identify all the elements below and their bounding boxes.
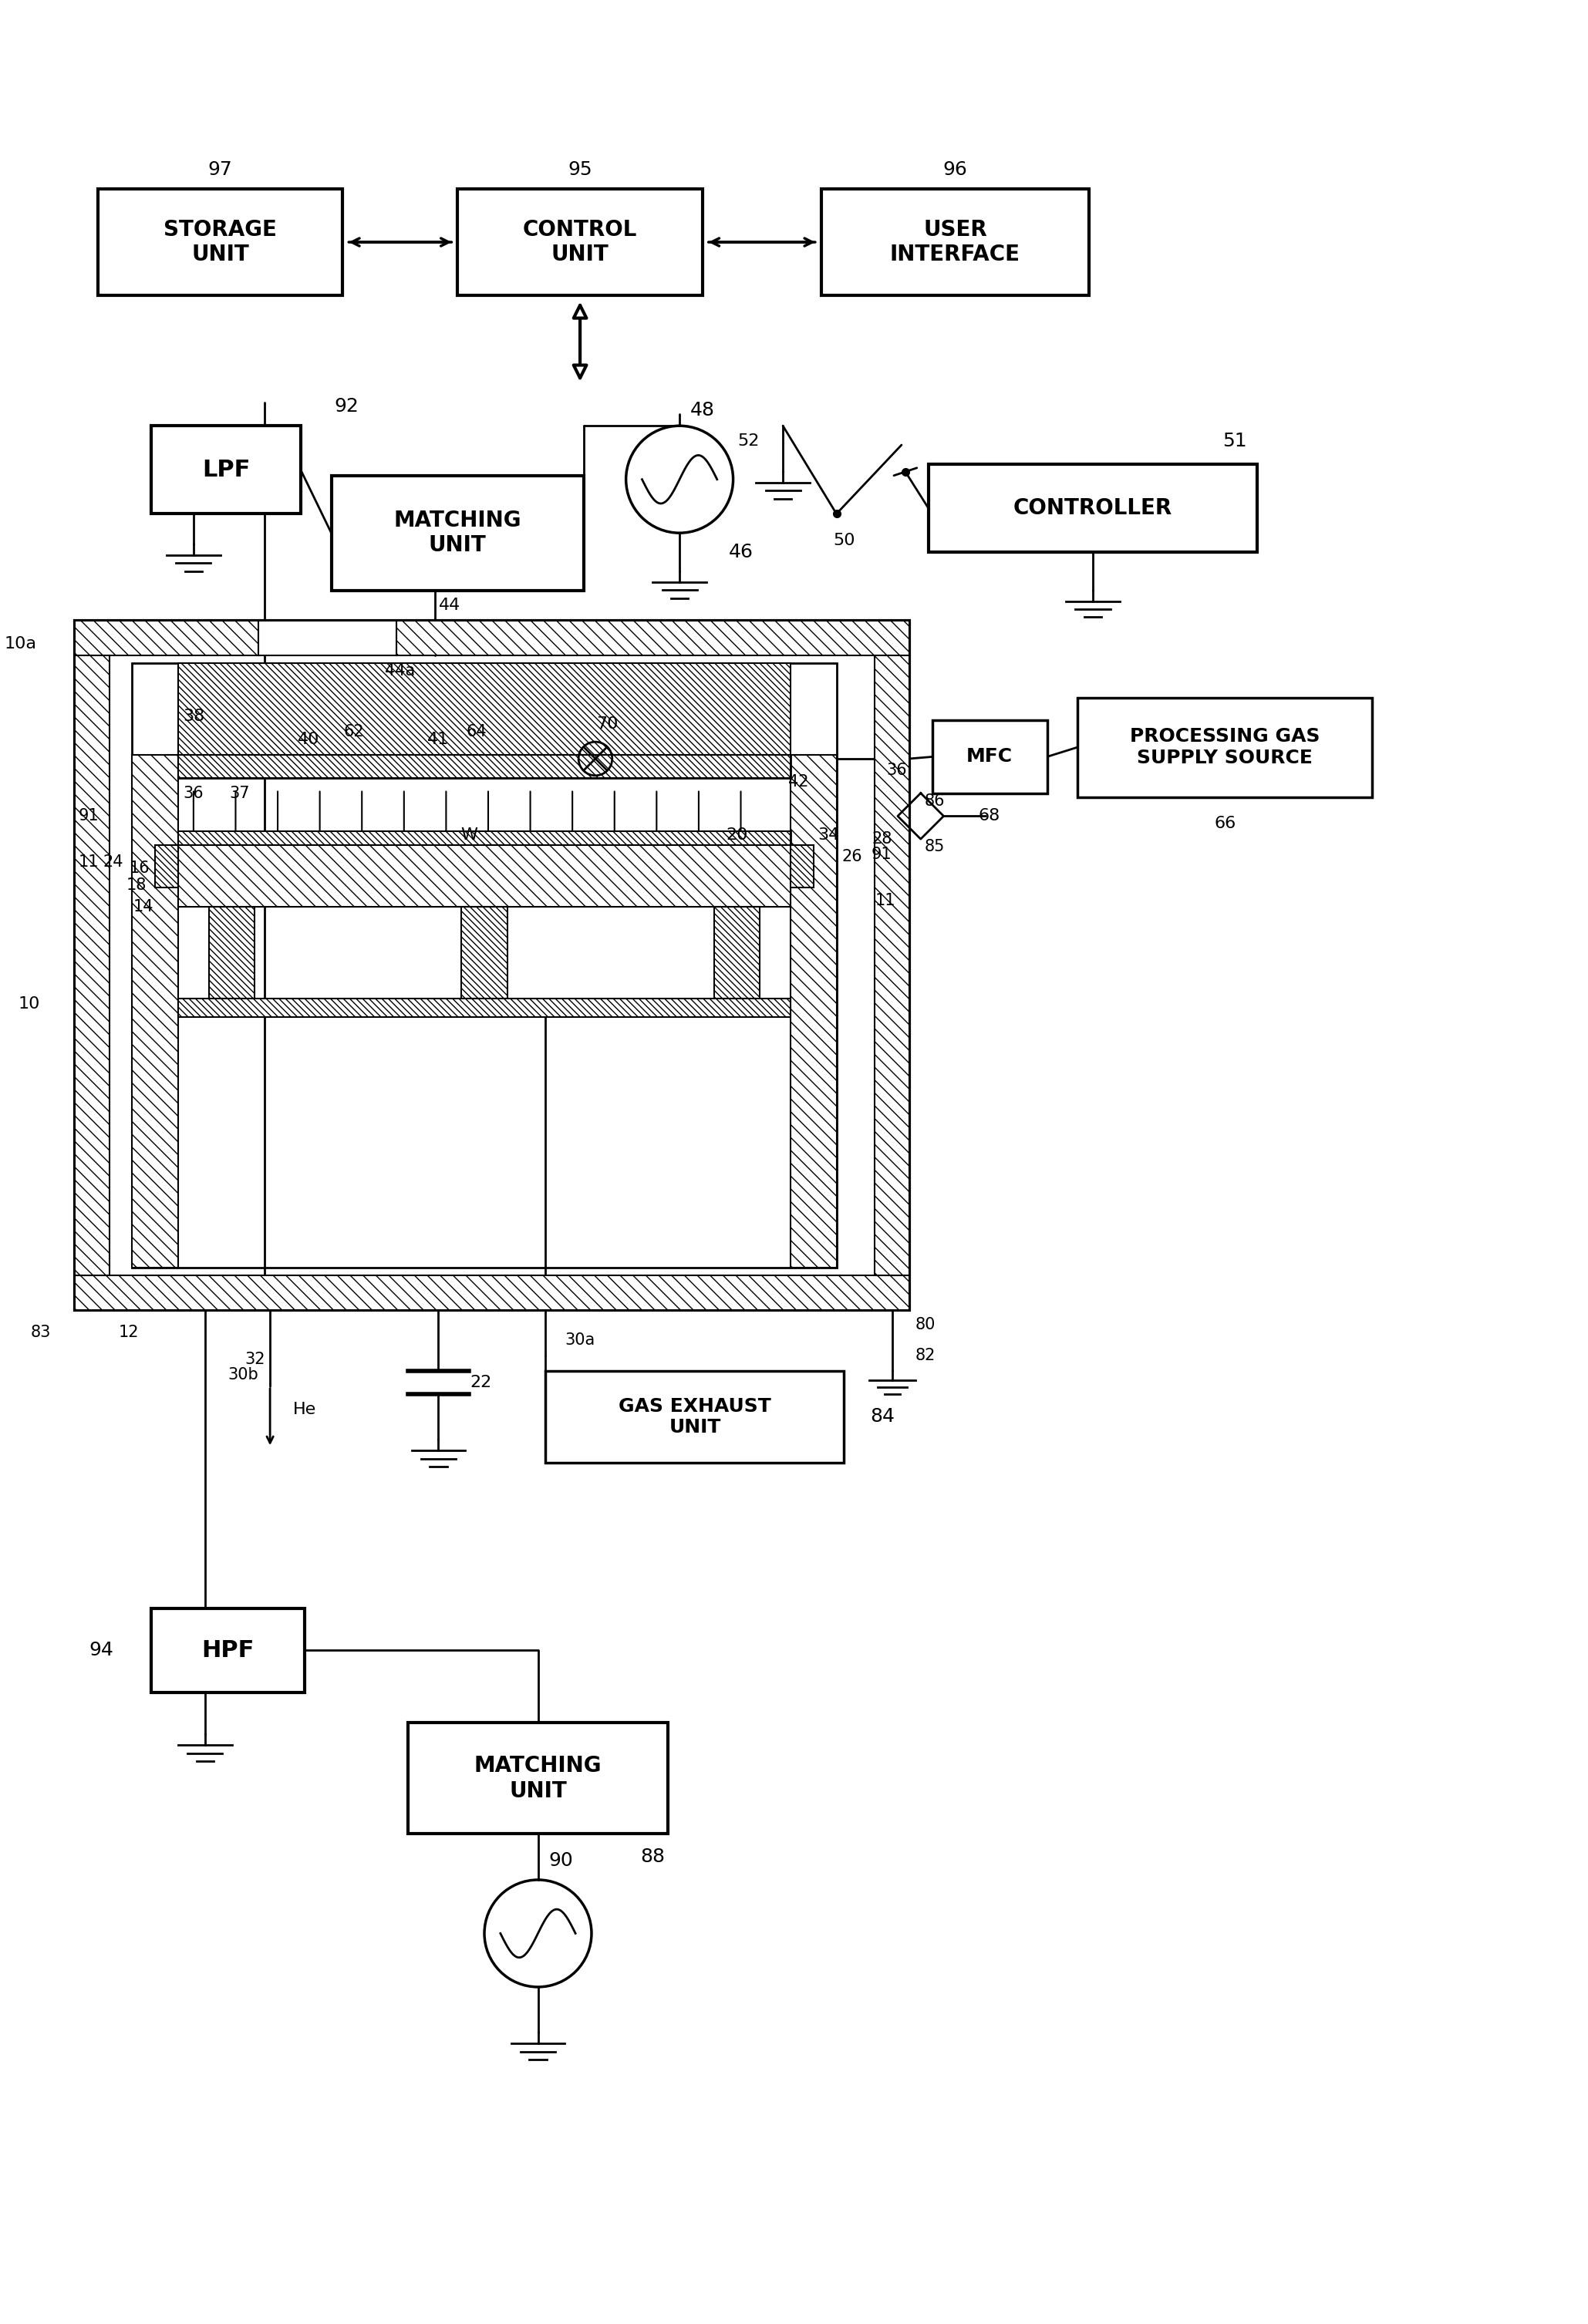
Bar — [929, 465, 1258, 553]
Text: 34: 34 — [818, 827, 840, 844]
Text: 16: 16 — [130, 860, 151, 876]
Bar — [259, 621, 397, 655]
Text: 42: 42 — [788, 774, 808, 790]
Text: MFC: MFC — [967, 748, 1013, 767]
Text: 97: 97 — [208, 160, 232, 179]
Bar — [178, 755, 791, 779]
Text: 44a: 44a — [384, 662, 416, 679]
Bar — [151, 1608, 305, 1692]
Bar — [132, 755, 178, 1267]
Text: 62: 62 — [345, 725, 365, 739]
Bar — [75, 655, 110, 1276]
Text: 94: 94 — [89, 1641, 114, 1659]
Text: 70: 70 — [596, 716, 618, 732]
Text: USER
INTERFACE: USER INTERFACE — [889, 218, 1021, 265]
Text: CONTROL
UNIT: CONTROL UNIT — [522, 218, 637, 265]
Text: 32: 32 — [245, 1353, 265, 1367]
Text: 91: 91 — [79, 809, 98, 823]
Text: CONTROLLER: CONTROLLER — [1013, 497, 1172, 518]
Text: He: He — [294, 1401, 316, 1418]
Text: 52: 52 — [737, 432, 759, 449]
Text: 22: 22 — [470, 1376, 491, 1390]
Text: 24: 24 — [103, 855, 124, 869]
Bar — [75, 621, 259, 655]
Text: 18: 18 — [125, 876, 146, 892]
Bar — [75, 621, 910, 1311]
Text: STORAGE
UNIT: STORAGE UNIT — [164, 218, 276, 265]
Text: 30b: 30b — [229, 1367, 259, 1383]
Text: 88: 88 — [640, 1848, 665, 1866]
Text: 84: 84 — [870, 1408, 894, 1427]
Bar — [98, 188, 343, 295]
Text: MATCHING
UNIT: MATCHING UNIT — [394, 509, 521, 555]
Text: 51: 51 — [1223, 432, 1247, 451]
Text: 90: 90 — [549, 1852, 573, 1871]
Text: 37: 37 — [229, 786, 249, 802]
Text: 66: 66 — [1215, 816, 1235, 832]
Bar — [132, 662, 837, 1267]
Text: HPF: HPF — [202, 1638, 254, 1662]
Text: 96: 96 — [943, 160, 967, 179]
Bar — [178, 662, 791, 755]
Text: 83: 83 — [30, 1325, 51, 1341]
Text: 28: 28 — [872, 832, 892, 846]
Bar — [208, 906, 254, 999]
Bar — [457, 188, 702, 295]
Text: 10a: 10a — [5, 637, 37, 651]
Bar — [791, 755, 837, 1267]
Text: 44: 44 — [438, 597, 461, 614]
Bar — [932, 720, 1046, 792]
Bar — [715, 906, 761, 999]
Bar — [178, 999, 791, 1018]
Bar — [75, 1276, 910, 1311]
Bar — [151, 425, 300, 514]
Text: PROCESSING GAS
SUPPLY SOURCE: PROCESSING GAS SUPPLY SOURCE — [1131, 727, 1320, 767]
Text: 50: 50 — [834, 532, 854, 548]
Text: 85: 85 — [924, 839, 945, 855]
Text: 64: 64 — [467, 725, 488, 739]
Text: 14: 14 — [133, 899, 154, 913]
Text: 20: 20 — [726, 827, 748, 844]
Text: 82: 82 — [915, 1348, 935, 1364]
Bar — [178, 832, 791, 846]
Bar — [1078, 697, 1372, 797]
Text: 11: 11 — [875, 892, 896, 909]
Text: 68: 68 — [978, 809, 1000, 823]
Bar — [178, 755, 791, 779]
Text: 38: 38 — [183, 709, 205, 725]
Bar — [821, 188, 1089, 295]
Text: 41: 41 — [427, 732, 449, 748]
Text: 36: 36 — [886, 762, 907, 779]
Bar — [546, 1371, 845, 1462]
Bar — [332, 476, 584, 590]
Text: 91: 91 — [870, 846, 891, 862]
Text: MATCHING
UNIT: MATCHING UNIT — [475, 1755, 602, 1801]
Text: W: W — [461, 827, 478, 844]
Text: 36: 36 — [183, 786, 203, 802]
Bar — [397, 621, 910, 655]
Text: 80: 80 — [915, 1318, 935, 1332]
Text: 46: 46 — [729, 544, 753, 562]
Text: 10: 10 — [19, 997, 40, 1011]
Text: 11: 11 — [79, 855, 98, 869]
Text: 92: 92 — [335, 397, 359, 416]
Bar — [178, 832, 791, 846]
Bar — [408, 1722, 669, 1834]
Text: 26: 26 — [842, 848, 862, 865]
Text: 95: 95 — [569, 160, 592, 179]
Bar — [178, 846, 791, 906]
Text: 48: 48 — [691, 402, 715, 421]
Text: GAS EXHAUST
UNIT: GAS EXHAUST UNIT — [619, 1397, 772, 1436]
Text: 86: 86 — [924, 792, 945, 809]
Text: LPF: LPF — [202, 458, 249, 481]
Text: 40: 40 — [297, 732, 319, 748]
Text: 12: 12 — [118, 1325, 138, 1341]
Text: 30a: 30a — [565, 1332, 596, 1348]
Bar — [156, 846, 178, 888]
Bar — [462, 906, 507, 999]
Bar — [875, 655, 910, 1276]
Bar — [791, 846, 813, 888]
